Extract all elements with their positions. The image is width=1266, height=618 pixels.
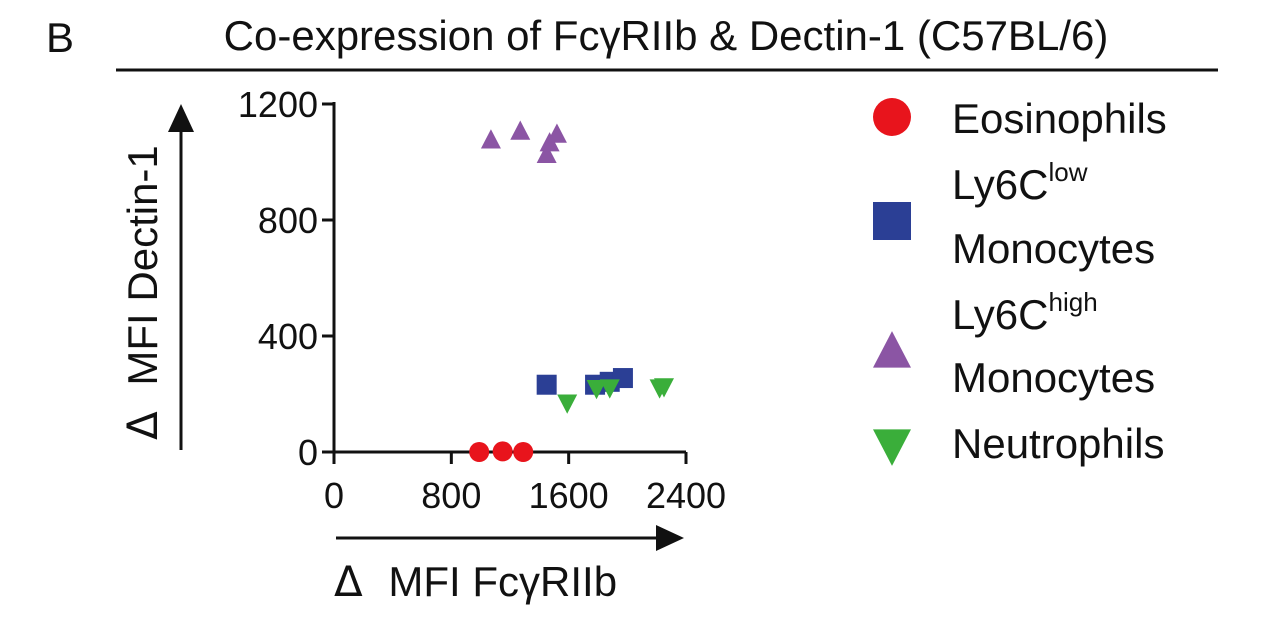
data-point-eosinophils — [469, 442, 490, 462]
x-tick-label: 0 — [324, 475, 344, 516]
y-axis-arrow — [168, 104, 194, 450]
legend-item-ly6clow-monocytes: Ly6Clow Monocytes — [873, 157, 1155, 272]
legend-label-superscript: low — [1049, 157, 1088, 187]
y-tick-label: 0 — [298, 432, 318, 473]
y-tick-label: 1200 — [238, 84, 318, 125]
x-tick-label: 800 — [421, 475, 481, 516]
data-points — [469, 120, 674, 462]
x-axis-title-text: MFI FcγRIIb — [388, 558, 617, 605]
legend-item-neutrophils: Neutrophils — [873, 420, 1164, 467]
axis-ticks: 0 800 1600 2400 0 400 800 1200 — [238, 84, 726, 516]
data-point-ly6clow-monocytes — [612, 368, 633, 389]
data-point-ly6clow-monocytes — [536, 374, 557, 395]
data-point-neutrophils — [599, 379, 620, 399]
legend-label-main: Eosinophils — [952, 95, 1167, 142]
data-point-ly6chigh-monocytes — [480, 129, 501, 149]
y-tick-label: 400 — [258, 316, 318, 357]
y-axis-title-text: MFI Dectin-1 — [119, 145, 166, 385]
data-point-eosinophils — [492, 441, 513, 462]
data-point-eosinophils — [513, 442, 534, 462]
legend-label: Ly6Chigh — [952, 287, 1098, 338]
data-point-neutrophils — [586, 379, 607, 400]
x-axis-title: Δ MFI FcγRIIb — [334, 557, 617, 606]
legend-marker-eosinophils — [873, 98, 911, 136]
chart-title: Co-expression of FcγRIIb & Dectin-1 (C57… — [224, 12, 1109, 59]
panel-label: B — [46, 14, 74, 61]
series-eosinophils — [469, 441, 534, 462]
data-point-neutrophils — [654, 378, 674, 398]
data-point-ly6chigh-monocytes — [536, 143, 557, 163]
x-axis-title-prefix: Δ — [334, 557, 363, 606]
legend-label-superscript: high — [1049, 287, 1098, 317]
legend-label-main: Ly6C — [952, 291, 1049, 338]
series-neutrophils — [557, 378, 674, 414]
y-tick-label: 800 — [258, 200, 318, 241]
data-point-ly6chigh-monocytes — [546, 123, 567, 143]
legend-item-ly6chigh-monocytes: Ly6Chigh Monocytes — [873, 287, 1155, 401]
y-axis-title: Δ MFI Dectin-1 — [118, 145, 167, 440]
legend-label-main: Neutrophils — [952, 420, 1164, 467]
x-tick-label: 2400 — [646, 475, 726, 516]
series-ly6chigh-monocytes — [480, 120, 567, 163]
y-axis-title-prefix: Δ — [118, 411, 167, 440]
legend-marker-neutrophils — [873, 429, 911, 466]
x-tick-label: 1600 — [529, 475, 609, 516]
legend-label-line2: Monocytes — [952, 225, 1155, 272]
data-point-neutrophils — [557, 394, 578, 414]
legend: EosinophilsLy6ClowMonocytesLy6ChighMonoc… — [873, 95, 1167, 467]
legend-marker-ly6chigh-monocytes — [873, 331, 911, 368]
legend-label: Eosinophils — [952, 95, 1167, 142]
x-axis-arrow — [336, 525, 684, 551]
data-point-ly6chigh-monocytes — [510, 120, 531, 140]
legend-label: Ly6Clow — [952, 157, 1088, 208]
legend-label-line2: Monocytes — [952, 354, 1155, 401]
legend-label-main: Ly6C — [952, 161, 1049, 208]
legend-label: Neutrophils — [952, 420, 1164, 467]
legend-marker-ly6clow-monocytes — [873, 202, 911, 240]
legend-item-eosinophils: Eosinophils — [873, 95, 1167, 142]
